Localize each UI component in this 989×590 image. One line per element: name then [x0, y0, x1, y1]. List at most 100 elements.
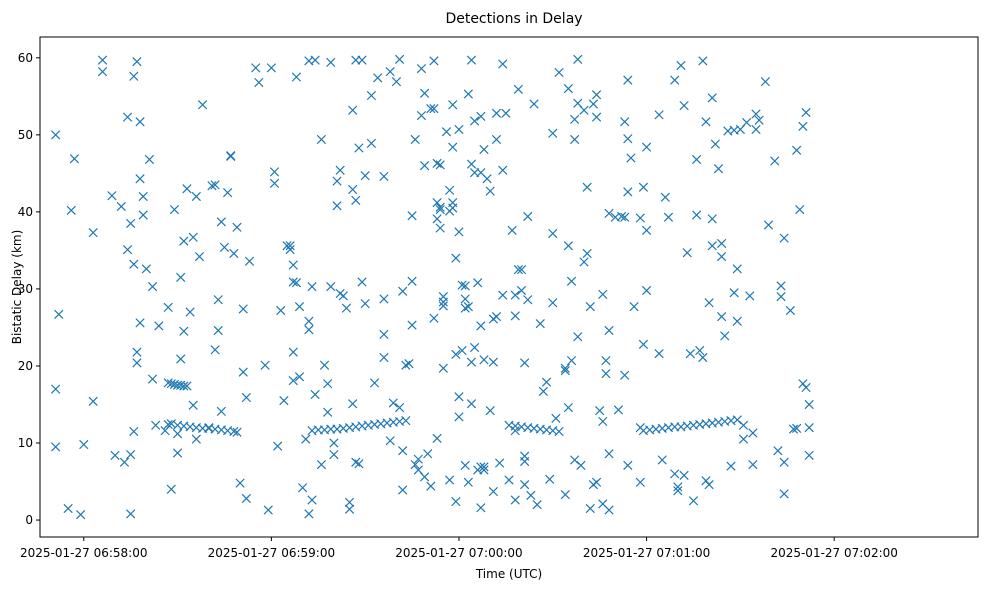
data-point	[310, 55, 320, 65]
data-point	[279, 396, 289, 406]
data-point	[501, 108, 511, 118]
data-point	[479, 462, 489, 472]
data-point	[548, 128, 558, 138]
data-point	[222, 187, 233, 198]
data-point	[135, 318, 145, 328]
y-tick-label: 0	[25, 513, 33, 527]
data-point	[751, 124, 761, 135]
data-point	[707, 214, 717, 224]
data-point	[269, 178, 280, 189]
data-point	[773, 446, 783, 456]
data-point	[351, 195, 361, 205]
data-point	[570, 455, 580, 465]
data-point	[444, 185, 455, 195]
y-tick-label: 50	[18, 128, 33, 142]
data-point	[407, 320, 417, 330]
data-point	[466, 159, 477, 169]
data-point	[463, 89, 473, 99]
data-point	[476, 111, 486, 121]
data-point	[354, 459, 364, 469]
data-point	[129, 259, 139, 269]
data-point	[316, 134, 327, 145]
data-point	[479, 144, 489, 155]
data-point	[548, 298, 558, 308]
data-point	[401, 360, 411, 370]
data-point	[323, 407, 333, 417]
data-point	[54, 309, 64, 319]
data-point	[122, 112, 133, 122]
data-point	[176, 272, 186, 282]
data-point	[460, 294, 470, 304]
data-point	[444, 475, 455, 485]
data-point	[435, 160, 445, 170]
data-point	[788, 424, 799, 434]
data-point	[288, 375, 298, 386]
data-point	[426, 481, 436, 491]
data-point	[623, 75, 633, 85]
data-point	[263, 505, 273, 515]
data-point	[685, 349, 695, 359]
data-point	[507, 225, 517, 235]
data-point	[476, 503, 486, 513]
data-point	[573, 54, 583, 64]
data-point	[126, 218, 136, 229]
data-point	[635, 477, 645, 487]
data-point	[373, 73, 383, 83]
data-point	[548, 228, 558, 239]
data-point	[132, 57, 142, 67]
axis-ticks: 2025-01-27 06:58:00 2025-01-27 06:59:00 20…	[18, 51, 898, 560]
data-point	[473, 278, 483, 288]
data-point	[426, 104, 436, 114]
data-point	[210, 180, 220, 190]
data-point	[147, 281, 158, 292]
data-point	[563, 241, 574, 251]
data-point	[348, 105, 358, 115]
data-point	[226, 151, 236, 162]
data-point	[51, 130, 61, 140]
data-point	[369, 378, 380, 388]
data-point	[129, 71, 139, 81]
data-point	[216, 217, 226, 227]
data-point	[166, 419, 176, 429]
data-point	[269, 167, 280, 177]
data-point	[366, 90, 377, 101]
data-point	[316, 459, 327, 470]
data-point	[641, 142, 652, 152]
data-point	[285, 241, 295, 251]
data-point	[710, 139, 720, 149]
data-point	[194, 251, 205, 262]
data-point	[679, 470, 689, 480]
data-point	[670, 469, 680, 479]
data-point	[748, 459, 758, 470]
data-point	[323, 379, 333, 389]
data-point	[623, 460, 633, 470]
data-point	[185, 307, 195, 317]
data-point	[604, 505, 614, 515]
data-point	[604, 325, 614, 336]
data-point	[276, 305, 286, 316]
data-point	[291, 278, 302, 288]
data-point	[432, 158, 442, 168]
data-point	[69, 154, 80, 164]
data-point	[310, 389, 320, 400]
data-point	[779, 489, 789, 499]
data-point	[532, 500, 542, 510]
data-point	[582, 248, 592, 259]
data-point	[551, 413, 561, 423]
data-point	[604, 449, 614, 459]
plot-frame	[39, 36, 979, 538]
data-point	[523, 211, 533, 222]
data-point	[448, 203, 458, 213]
data-point	[466, 55, 477, 65]
data-point	[663, 212, 674, 222]
data-point	[563, 83, 574, 94]
data-point	[285, 245, 295, 255]
data-point	[172, 429, 183, 439]
data-point	[357, 55, 367, 65]
data-point	[232, 427, 242, 437]
data-point	[570, 134, 580, 145]
data-point	[682, 248, 692, 258]
data-point	[344, 504, 355, 514]
data-point	[122, 245, 133, 255]
